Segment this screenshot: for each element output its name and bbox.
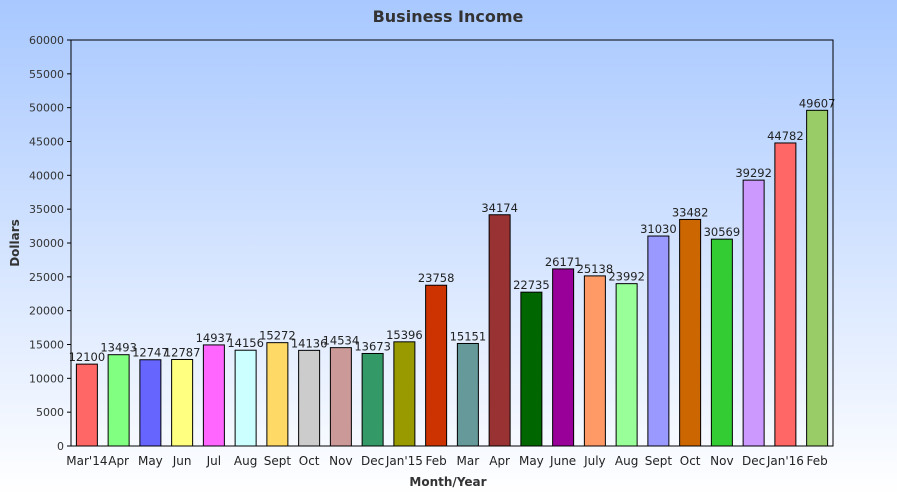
bar [710, 238, 733, 447]
bar [139, 359, 162, 447]
x-tick-label: Sept [645, 454, 673, 468]
data-label: 30569 [704, 225, 741, 239]
data-label: 22735 [513, 278, 550, 292]
y-tick-label: 40000 [29, 169, 64, 182]
data-label: 33482 [672, 205, 709, 219]
bar [425, 284, 448, 447]
bar [329, 347, 352, 447]
x-tick-label: Mar'14 [66, 454, 107, 468]
x-tick-label: Jan'15 [385, 454, 423, 468]
data-label: 34174 [481, 201, 518, 215]
x-tick-label: Apr [489, 454, 510, 468]
bar [234, 349, 257, 447]
bar [202, 344, 225, 447]
y-tick-label: 0 [57, 440, 64, 453]
data-label: 15272 [259, 329, 296, 343]
x-tick-label: Aug [615, 454, 638, 468]
data-label: 14156 [227, 336, 264, 350]
data-label: 12100 [69, 350, 106, 364]
bar [679, 218, 702, 447]
y-tick-label: 50000 [29, 102, 64, 115]
bar [742, 179, 765, 447]
bar [583, 275, 606, 447]
chart-title: Business Income [373, 7, 524, 26]
bar [456, 342, 479, 447]
bar [806, 109, 829, 447]
data-label: 31030 [640, 222, 677, 236]
y-tick-label: 45000 [29, 136, 64, 149]
y-tick-label: 5000 [36, 406, 64, 419]
y-tick-label: 60000 [29, 34, 64, 47]
data-label: 23758 [418, 271, 455, 285]
data-label: 39292 [735, 166, 772, 180]
data-label: 14136 [291, 336, 328, 350]
y-tick-label: 20000 [29, 305, 64, 318]
data-label: 49607 [799, 96, 836, 110]
bar [615, 283, 638, 447]
x-tick-label: Aug [234, 454, 257, 468]
bar [75, 363, 98, 447]
x-axis-label: Month/Year [409, 475, 486, 489]
data-label: 14534 [323, 334, 360, 348]
data-label: 14937 [196, 331, 233, 345]
x-tick-label: Dec [742, 454, 765, 468]
y-tick-label: 10000 [29, 372, 64, 385]
y-tick-label: 30000 [29, 237, 64, 250]
x-tick-label: May [138, 454, 163, 468]
data-label: 13493 [100, 341, 137, 355]
data-label: 15396 [386, 328, 423, 342]
y-tick-label: 55000 [29, 68, 64, 81]
y-tick-label: 15000 [29, 339, 64, 352]
x-tick-label: Feb [807, 454, 828, 468]
x-tick-label: May [519, 454, 544, 468]
data-label: 23992 [608, 270, 645, 284]
bar [393, 341, 416, 447]
bar [361, 352, 384, 447]
x-tick-label: June [549, 454, 576, 468]
data-label: 12787 [164, 345, 201, 359]
x-tick-label: Nov [710, 454, 733, 468]
x-tick-label: Jun [172, 454, 192, 468]
x-tick-label: Nov [329, 454, 352, 468]
x-tick-label: July [583, 454, 606, 468]
x-tick-label: Jan'16 [766, 454, 804, 468]
x-tick-label: Sept [264, 454, 292, 468]
bar [171, 358, 194, 447]
bar [298, 349, 321, 447]
y-tick-label: 35000 [29, 203, 64, 216]
data-label: 12747 [132, 346, 169, 360]
data-label: 26171 [545, 255, 582, 269]
x-tick-label: Oct [680, 454, 701, 468]
x-tick-label: Jul [206, 454, 221, 468]
x-tick-label: Feb [426, 454, 447, 468]
bar [488, 214, 511, 447]
data-label: 25138 [577, 262, 614, 276]
x-tick-label: Oct [299, 454, 320, 468]
x-tick-label: Apr [108, 454, 129, 468]
bar [552, 268, 575, 447]
bar [774, 142, 797, 447]
bar [647, 235, 670, 447]
data-label: 44782 [767, 129, 804, 143]
y-axis-label: Dollars [8, 219, 22, 267]
y-tick-label: 25000 [29, 271, 64, 284]
bar [520, 291, 543, 447]
bar [107, 354, 130, 447]
x-tick-label: Mar [457, 454, 480, 468]
data-label: 13673 [354, 339, 391, 353]
bar [266, 342, 289, 447]
plot-frame [70, 39, 834, 447]
data-label: 15151 [450, 329, 487, 343]
x-tick-label: Dec [361, 454, 384, 468]
